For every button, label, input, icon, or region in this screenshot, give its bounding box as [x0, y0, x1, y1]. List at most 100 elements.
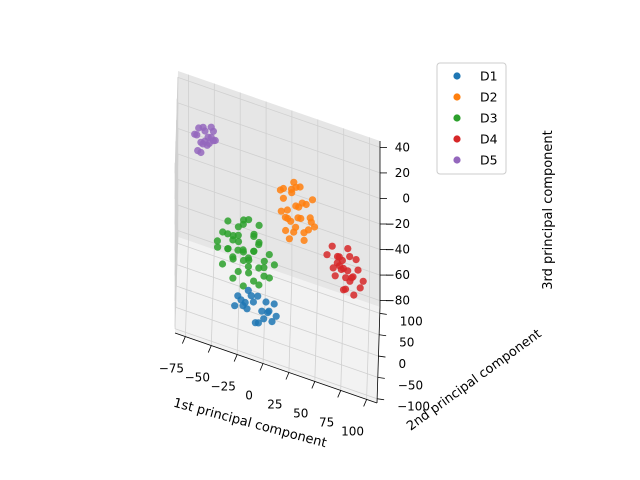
point-d3 — [255, 241, 263, 249]
point-d4 — [341, 285, 350, 293]
point-d3 — [250, 232, 258, 240]
x-gridline — [288, 110, 293, 373]
z-gridline — [174, 76, 381, 174]
point-d3 — [245, 269, 253, 277]
point-d4 — [342, 274, 350, 282]
point-d3 — [234, 267, 242, 276]
point-d1 — [244, 286, 252, 294]
point-d3 — [214, 243, 222, 251]
z-tick-label: −80 — [385, 294, 410, 308]
point-d4 — [356, 284, 364, 292]
point-d3 — [255, 264, 263, 272]
x-tick-label: 75 — [319, 415, 334, 429]
legend-label-d3: D3 — [480, 111, 498, 126]
point-d1 — [254, 319, 262, 327]
point-d3 — [255, 281, 263, 289]
point-d4 — [329, 264, 337, 272]
legend-marker-d4 — [453, 135, 461, 143]
y-tick-label: −100 — [397, 400, 430, 414]
point-d4 — [346, 253, 354, 261]
point-d3 — [260, 264, 268, 272]
point-d3 — [260, 257, 268, 265]
tick-marks — [181, 146, 387, 407]
legend-label-d5: D5 — [480, 153, 498, 168]
point-d4 — [337, 265, 345, 274]
point-d5 — [195, 124, 203, 132]
legend-marker-d2 — [453, 93, 461, 101]
point-d3 — [239, 246, 247, 254]
x-gridline — [314, 119, 319, 382]
x-tick-label: −25 — [211, 380, 236, 394]
point-d2 — [300, 236, 308, 244]
x-tick — [285, 372, 290, 380]
y-tick-label: −50 — [398, 378, 423, 392]
point-d1 — [268, 318, 276, 326]
point-d3 — [255, 221, 263, 229]
point-d1 — [262, 298, 270, 306]
point-d5 — [201, 137, 209, 145]
point-d1 — [243, 305, 251, 313]
data-points — [191, 123, 367, 327]
point-d5 — [194, 147, 202, 155]
point-d4 — [350, 291, 358, 299]
point-d2 — [300, 229, 308, 237]
point-d2 — [281, 213, 289, 221]
x-tick — [311, 381, 316, 389]
point-d1 — [249, 298, 257, 306]
y-tick-label: 0 — [399, 357, 407, 371]
point-d4 — [328, 242, 336, 250]
point-d2 — [295, 203, 303, 211]
point-d3 — [224, 217, 232, 225]
y-tick — [379, 313, 387, 315]
z-tick-label: 20 — [395, 166, 410, 180]
x-tick-label: 50 — [293, 407, 308, 421]
point-d3 — [250, 247, 258, 255]
y-tick — [377, 398, 385, 401]
y-tick-label: 50 — [399, 336, 414, 350]
z-gridline — [174, 102, 381, 199]
point-d1 — [272, 312, 280, 320]
point-d5 — [207, 133, 215, 141]
point-d5 — [191, 130, 199, 138]
point-d1 — [234, 292, 242, 300]
point-d5 — [201, 127, 209, 135]
y-axis-label: 2nd principal component — [404, 327, 544, 435]
x-tick — [207, 345, 212, 353]
legend-label-d1: D1 — [480, 69, 498, 84]
x-tick — [363, 399, 368, 407]
z-tick-label: −40 — [385, 243, 410, 257]
point-d3 — [244, 254, 252, 262]
x-gridline — [236, 92, 241, 355]
point-d1 — [260, 315, 268, 323]
x-tick-label: −50 — [185, 371, 210, 385]
legend-marker-d1 — [453, 72, 461, 80]
y-tick-label: 100 — [400, 314, 423, 328]
z-axis-label: 3rd principal component — [541, 130, 556, 290]
legend-frame — [436, 62, 507, 175]
point-d3 — [250, 277, 258, 285]
point-d1 — [258, 307, 266, 315]
x-gridline — [340, 128, 345, 391]
point-d2 — [282, 226, 290, 235]
z-gridline — [174, 230, 381, 327]
y-tick — [378, 355, 386, 358]
point-d3 — [239, 220, 247, 228]
point-d2 — [296, 183, 304, 191]
legend: D1 D2 D3 D4 D5 — [436, 62, 507, 175]
point-d1 — [264, 309, 272, 317]
point-d4 — [331, 272, 339, 280]
legend-label-d4: D4 — [480, 132, 498, 147]
point-d2 — [302, 200, 310, 209]
z-tick-label: 0 — [402, 192, 410, 206]
point-d3 — [270, 261, 278, 269]
point-d2 — [287, 185, 296, 193]
x-tick — [259, 363, 264, 371]
point-d2 — [279, 194, 287, 202]
point-d3 — [224, 230, 232, 238]
point-d3 — [229, 274, 237, 282]
x-axis-line — [174, 332, 378, 404]
x-axis-label: 1st principal component — [172, 396, 328, 451]
point-d1 — [254, 292, 262, 300]
point-d3 — [229, 236, 237, 244]
y-axis-line — [376, 306, 381, 404]
